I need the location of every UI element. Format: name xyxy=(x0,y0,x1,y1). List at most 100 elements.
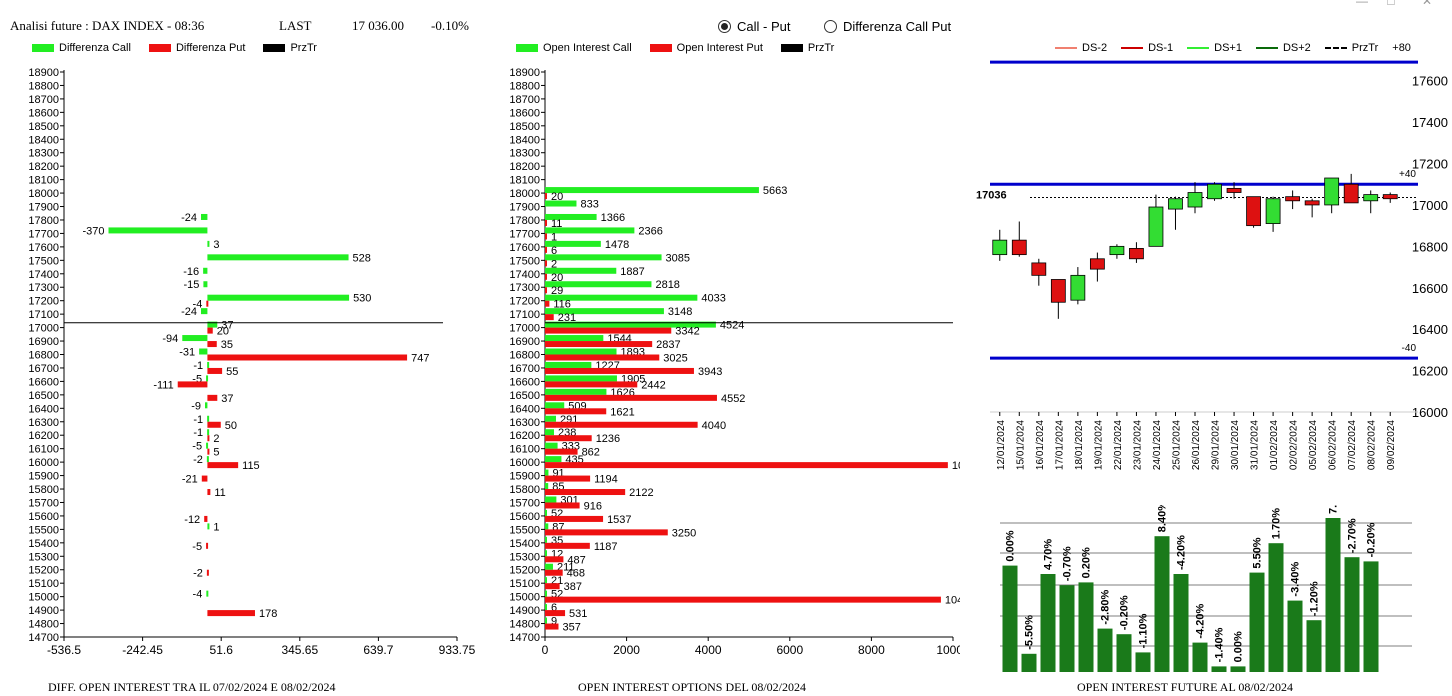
y-tick-label: 16900 xyxy=(28,336,59,348)
put-bar xyxy=(545,475,591,482)
legend-right: DS-2 DS-1 DS+1 DS+2 PrzTr +80 xyxy=(1055,42,1411,54)
oi-bar-label: -3.40% xyxy=(1290,562,1302,597)
bar-value-label: 487 xyxy=(567,554,585,566)
y-tick-label: 18600 xyxy=(509,107,540,119)
put-bar xyxy=(207,610,255,617)
radio-call-put[interactable]: Call - Put xyxy=(718,19,790,34)
put-bar xyxy=(545,394,717,401)
legend-item: Differenza Call xyxy=(32,42,131,54)
candle-body xyxy=(1285,196,1301,202)
candle-body xyxy=(1382,194,1398,200)
oi-bar xyxy=(1116,634,1132,672)
y-tick-label: 17600 xyxy=(28,242,59,254)
put-bar xyxy=(545,462,948,469)
oi-bar xyxy=(1192,642,1208,672)
bar-value-label: 37 xyxy=(221,393,233,405)
put-bar xyxy=(204,515,208,522)
legend-swatch xyxy=(1324,47,1347,49)
x-tick-label: 31/01/2024 xyxy=(1250,420,1261,470)
legend-label: DS+2 xyxy=(1282,42,1311,54)
bar-value-label: 1236 xyxy=(596,433,620,445)
bar-value-label: 2 xyxy=(213,433,219,445)
candle-body xyxy=(1324,177,1340,206)
legend-swatch xyxy=(32,44,54,52)
bar-value-label: -21 xyxy=(182,474,198,486)
call-bar xyxy=(545,550,547,557)
legend-label: Differenza Put xyxy=(175,42,246,54)
oi-bar xyxy=(1230,666,1246,672)
y-tick-label: 17700 xyxy=(28,228,59,240)
call-bar xyxy=(207,523,210,530)
oi-bar-label: 7.80% xyxy=(1328,505,1340,514)
call-bar xyxy=(545,375,617,382)
x-tick-label: 24/01/2024 xyxy=(1152,420,1163,470)
y-tick-label: 18900 xyxy=(509,67,540,79)
candle-body xyxy=(1187,192,1203,208)
radio-differenza-call-put[interactable]: Differenza Call Put xyxy=(824,19,951,34)
call-bar xyxy=(207,321,218,328)
y-tick-label: 18400 xyxy=(509,134,540,146)
y-tick-label: 16600 xyxy=(28,376,59,388)
bar-value-label: 35 xyxy=(221,339,233,351)
x-tick-label: 08/02/2024 xyxy=(1367,420,1378,470)
x-tick-label: 07/02/2024 xyxy=(1347,420,1358,470)
bar-value-label: -1 xyxy=(193,414,203,426)
put-bar xyxy=(545,327,672,334)
call-bar xyxy=(206,456,209,463)
oi-bar xyxy=(1363,561,1379,672)
oi-bar xyxy=(1135,652,1151,672)
y-tick-label: 15400 xyxy=(509,538,540,550)
x-tick-label: 02/02/2024 xyxy=(1289,420,1300,470)
bar-value-label: 5 xyxy=(213,447,219,459)
y-tick-label: 17800 xyxy=(509,215,540,227)
y-tick-label: 18100 xyxy=(28,175,59,187)
maximize-icon[interactable]: □ xyxy=(1387,0,1395,8)
oi-bar xyxy=(1040,574,1056,672)
x-tick-label: 345.65 xyxy=(281,643,318,657)
x-tick-label: -242.45 xyxy=(122,643,163,657)
y-tick-label: 14800 xyxy=(28,619,59,631)
y-tick-label: 17600 xyxy=(1412,74,1448,89)
bar-value-label: -5 xyxy=(192,541,202,553)
oi-bar-label: -4.20% xyxy=(1195,604,1207,639)
put-bar xyxy=(545,273,547,280)
y-tick-label: 16400 xyxy=(1412,322,1448,337)
bar-value-label: 747 xyxy=(411,353,429,365)
y-tick-label: 18000 xyxy=(509,188,540,200)
close-icon[interactable]: ✕ xyxy=(1421,0,1433,8)
y-tick-label: 18300 xyxy=(509,148,540,160)
legend-label: DS+1 xyxy=(1214,42,1242,54)
change-value: -0.10% xyxy=(431,18,469,33)
x-tick-label: 19/01/2024 xyxy=(1093,420,1104,470)
y-tick-label: 17100 xyxy=(28,309,59,321)
put-bar xyxy=(207,489,211,496)
minimize-icon[interactable]: — xyxy=(1356,0,1368,8)
legend-swatch xyxy=(780,44,803,52)
bar-value-label: -24 xyxy=(181,212,197,224)
oi-bar xyxy=(1173,574,1189,672)
y-tick-label: 16200 xyxy=(28,430,59,442)
bar-value-label: 357 xyxy=(562,622,580,634)
oi-bar-label: -1.10% xyxy=(1138,613,1150,648)
put-bar xyxy=(206,300,209,307)
candle-body xyxy=(1363,194,1379,202)
oi-bar xyxy=(1306,620,1322,672)
y-tick-label: 16000 xyxy=(28,457,59,469)
x-tick-label: 12/01/2024 xyxy=(996,420,1007,470)
legend-label: +80 xyxy=(1392,42,1411,54)
put-bar xyxy=(545,314,554,321)
y-tick-label: 17500 xyxy=(28,255,59,267)
y-tick-label: 15000 xyxy=(28,592,59,604)
y-tick-label: 16600 xyxy=(1412,281,1448,296)
oi-bar xyxy=(1211,666,1227,672)
call-bar xyxy=(545,577,547,584)
put-bar xyxy=(545,610,566,617)
candle-body xyxy=(1129,248,1144,260)
oi-bar-label: 4.70% xyxy=(1043,539,1055,570)
radio-checked-icon xyxy=(718,20,731,33)
y-tick-label: 15900 xyxy=(28,471,59,483)
bar-value-label: 4033 xyxy=(701,293,725,305)
legend-item: Differenza Put xyxy=(148,42,246,54)
bar-value-label: 55 xyxy=(226,366,238,378)
caption-left: DIFF. OPEN INTEREST TRA IL 07/02/2024 E … xyxy=(48,680,336,694)
